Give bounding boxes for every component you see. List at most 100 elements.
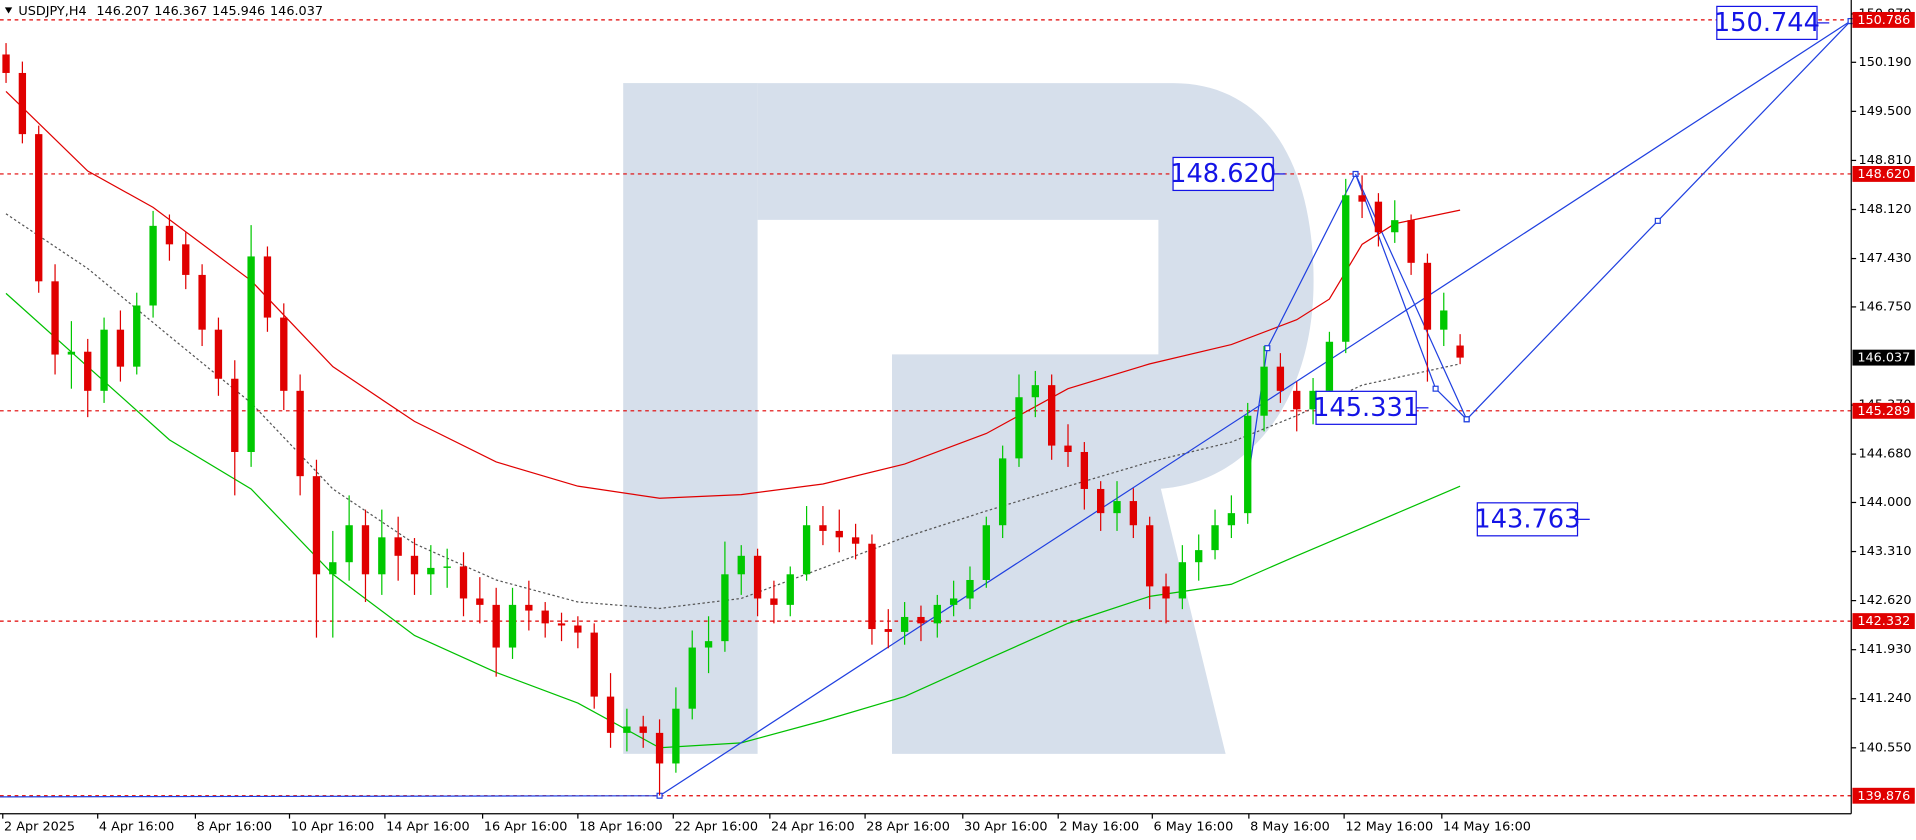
y-tick-label: 140.550 — [1859, 740, 1912, 755]
candle-body — [182, 244, 190, 275]
price-tag-label: 146.037 — [1857, 351, 1910, 366]
candle-body — [378, 537, 386, 575]
level-tag-label: 150.786 — [1857, 13, 1910, 28]
candle-body — [1080, 451, 1089, 489]
candle-body — [508, 604, 517, 648]
candle-body — [541, 610, 549, 624]
candle-body — [1309, 390, 1317, 410]
x-tick-label: 2 May 16:00 — [1059, 820, 1139, 835]
x-tick-label: 6 May 16:00 — [1154, 820, 1234, 835]
y-tick-label: 149.500 — [1859, 104, 1912, 119]
candle-body — [443, 566, 451, 568]
candle-body — [329, 562, 337, 575]
candle-body — [1260, 366, 1268, 416]
x-tick-label: 2 Apr 2025 — [4, 820, 75, 835]
y-tick-label: 141.930 — [1859, 642, 1912, 657]
close: 146.037 — [270, 3, 323, 18]
forecast-point — [1264, 345, 1271, 352]
candle-body — [998, 458, 1007, 526]
candle-body — [1162, 586, 1170, 599]
candle-body — [427, 567, 435, 575]
level-tag-label: 145.289 — [1857, 404, 1910, 419]
price-tag — [1852, 349, 1915, 366]
annotation-box — [1716, 5, 1818, 41]
annotation-label: 148.620 — [1170, 159, 1276, 189]
candle-body — [2, 54, 10, 73]
candle-body — [819, 525, 827, 531]
candle-body — [1047, 385, 1056, 446]
level-tag — [1852, 11, 1915, 28]
forecast-line — [1354, 173, 1468, 420]
candle-body — [672, 708, 680, 764]
logo-bowl — [757, 83, 1314, 754]
level-tag — [1852, 165, 1915, 182]
x-tick-label: 14 Apr 16:00 — [386, 820, 470, 835]
candle-body — [1129, 501, 1138, 526]
candle-body — [296, 390, 304, 477]
candle-body — [1211, 525, 1219, 551]
candle-body — [721, 574, 729, 642]
candle-body — [525, 604, 533, 611]
candle-body — [1113, 501, 1121, 514]
candle-body — [704, 641, 713, 648]
high: 146.367 — [154, 3, 207, 18]
candle-body — [1440, 310, 1448, 330]
candle-body — [1064, 445, 1072, 452]
candle-body — [1146, 525, 1154, 587]
level-tag-label: 148.620 — [1857, 167, 1910, 182]
candle-body — [116, 329, 125, 367]
candle-body — [917, 616, 925, 624]
candle-body — [933, 604, 941, 624]
candle-body — [133, 305, 141, 367]
candle-body — [1342, 195, 1350, 342]
candle-body — [1097, 488, 1105, 514]
y-tick-label: 148.810 — [1859, 153, 1912, 168]
x-tick-label: 14 May 16:00 — [1443, 820, 1531, 835]
candle-body — [574, 625, 582, 633]
candle-body — [1374, 201, 1383, 233]
candle-body — [18, 72, 27, 135]
candle-body — [1276, 366, 1285, 391]
candle-body — [688, 647, 696, 709]
candle-body — [606, 696, 615, 733]
y-tick-label: 146.750 — [1859, 299, 1912, 314]
open: 146.207 — [96, 3, 149, 18]
forecast-point — [1432, 385, 1439, 392]
annotation-label: 143.763 — [1474, 505, 1580, 535]
candle-body — [361, 525, 370, 575]
candle-body — [459, 566, 468, 599]
x-tick-label: 28 Apr 16:00 — [866, 820, 950, 835]
candle-body — [280, 317, 288, 391]
candle-body — [1423, 262, 1432, 330]
candle-body — [476, 598, 484, 605]
plot-area: 150.744 148.620 145.331 143.763 — [0, 5, 1854, 799]
candle-body — [100, 329, 108, 391]
candle-body — [1195, 550, 1203, 563]
candle-body — [868, 543, 876, 630]
header-text: USDJPY,H4 146.207 146.367 145.946 146.037 — [18, 3, 323, 18]
level-tag — [1852, 402, 1915, 419]
symbol: USDJPY,H4 — [18, 3, 86, 18]
candle-body — [753, 555, 762, 599]
watermark — [623, 83, 1314, 754]
candle-body — [165, 225, 174, 245]
x-tick-label: 24 Apr 16:00 — [771, 820, 855, 835]
candle-body — [394, 537, 402, 556]
low: 145.946 — [212, 3, 265, 18]
x-tick-label: 16 Apr 16:00 — [484, 820, 568, 835]
header-arrow — [4, 7, 13, 14]
candle-body — [590, 632, 598, 697]
candle-body — [802, 525, 811, 575]
candle-body — [1325, 341, 1334, 391]
candle-body — [492, 604, 500, 648]
y-tick-label: 144.680 — [1859, 447, 1912, 462]
candle-body — [410, 555, 419, 575]
candle-body — [84, 351, 92, 391]
candle-body — [557, 623, 566, 626]
candle-body — [247, 256, 255, 452]
header: USDJPY,H4 146.207 146.367 145.946 146.037 — [4, 3, 323, 18]
annotation-label: 145.331 — [1313, 393, 1419, 423]
y-tick-label: 143.310 — [1859, 544, 1912, 559]
level-tag — [1852, 613, 1915, 630]
